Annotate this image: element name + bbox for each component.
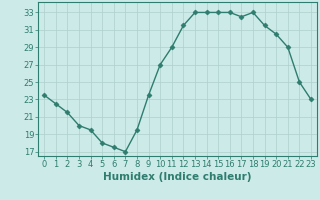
X-axis label: Humidex (Indice chaleur): Humidex (Indice chaleur) <box>103 172 252 182</box>
